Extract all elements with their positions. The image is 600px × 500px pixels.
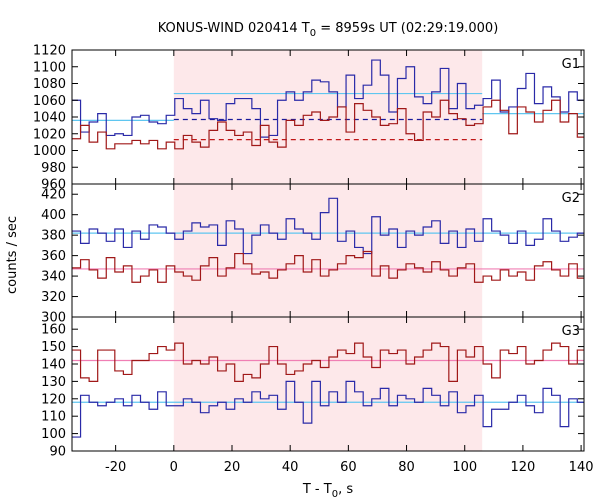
series-red-g1: [72, 99, 584, 150]
x-tick-label: 60: [340, 460, 357, 475]
x-tick-label: 20: [224, 460, 241, 475]
panel-label: G1: [562, 57, 580, 72]
y-tick-label: 360: [41, 249, 66, 264]
xlabel-rest: , s: [338, 482, 353, 497]
panel-g3: 90 100 110 120 130 140 150 160 G3: [41, 316, 585, 460]
y-tick-label: 120: [41, 392, 66, 407]
x-tick-label: 80: [398, 460, 415, 475]
y-tick-label: 400: [41, 208, 66, 223]
series-blue-g2: [72, 197, 584, 255]
shaded-interval: [173, 50, 483, 184]
panel-frame: [71, 316, 585, 452]
x-tick-label: 0: [170, 460, 178, 475]
y-tick-label: 1040: [33, 111, 66, 126]
y-tick-label: 150: [41, 340, 66, 355]
y-tick-label: 100: [41, 427, 66, 442]
panel-g2: 300 320 340 360 380 400 420 G2: [41, 183, 585, 326]
y-tick-label: 320: [41, 290, 66, 305]
y-tick-label: 1060: [33, 94, 66, 109]
series-blue-g3: [72, 380, 584, 438]
series-red-g2: [72, 250, 584, 283]
series-blue-g1: [72, 59, 584, 138]
xlabel-subscript: 0: [332, 489, 338, 500]
y-tick-label: 300: [41, 311, 66, 326]
y-tick-label: 1100: [33, 60, 66, 75]
y-tick-label: 960: [41, 178, 66, 193]
panel-label: G3: [562, 324, 580, 339]
y-tick-label: 140: [41, 357, 66, 372]
y-tick-label: 1020: [33, 127, 66, 142]
panel-label: G2: [562, 191, 580, 206]
series-red-g3: [72, 342, 584, 382]
y-tick-label: 980: [41, 161, 66, 176]
chart-title: KONUS-WIND 020414 T0 = 8959s UT (02:29:1…: [158, 21, 499, 39]
x-tick-label: 120: [510, 460, 535, 475]
x-axis-label: T - T0, s: [302, 482, 353, 500]
shaded-interval: [173, 317, 483, 451]
shaded-interval: [173, 184, 483, 317]
y-tick-label: 1120: [33, 44, 66, 59]
y-tick-label: 380: [41, 229, 66, 244]
y-tick-label: 1080: [33, 77, 66, 92]
x-tick-label: 100: [452, 460, 477, 475]
x-tick-label: 40: [282, 460, 299, 475]
title-subscript: 0: [310, 28, 316, 39]
x-tick-label: -20: [105, 460, 126, 475]
y-axis-label: counts / sec: [5, 216, 20, 294]
title-rest: = 8959s UT (02:29:19.000): [316, 21, 498, 36]
y-tick-label: 1000: [33, 144, 66, 159]
panels-group: 9609801000102010401060108011001120G13003…: [33, 44, 594, 476]
y-tick-label: 340: [41, 270, 66, 285]
y-tick-label: 110: [41, 410, 66, 425]
y-tick-label: 160: [41, 323, 66, 338]
y-tick-label: 130: [41, 375, 66, 390]
x-tick-label: 140: [569, 460, 594, 475]
y-tick-label: 90: [49, 445, 66, 460]
y-tick-label: 420: [41, 188, 66, 203]
